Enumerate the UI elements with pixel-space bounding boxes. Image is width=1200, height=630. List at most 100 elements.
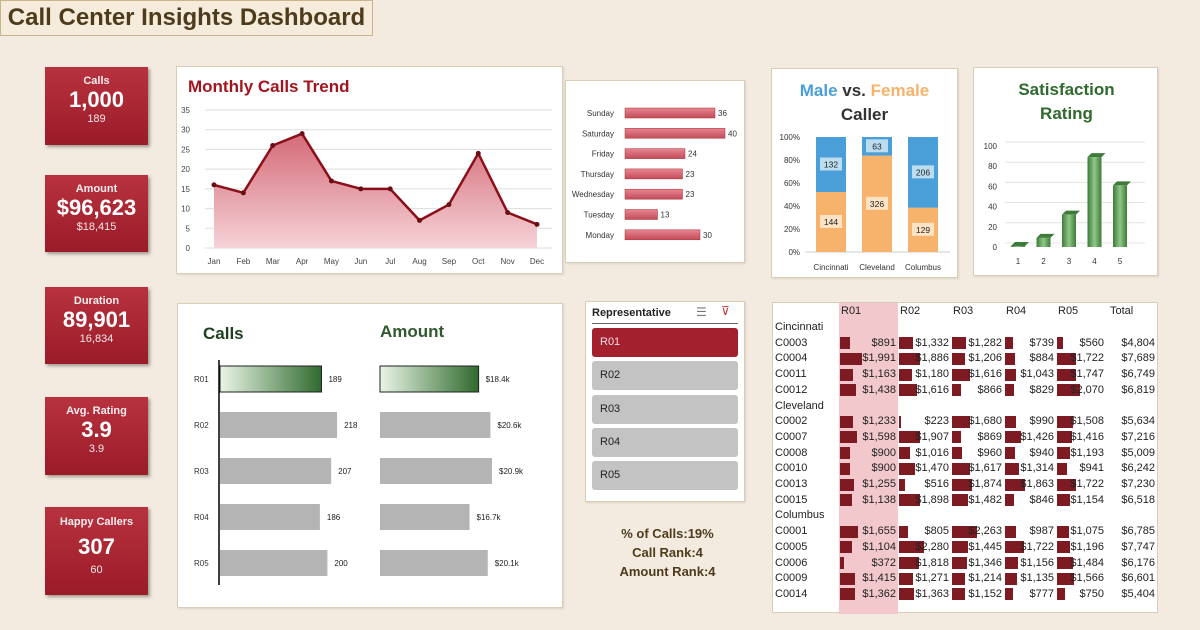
data-bar — [899, 462, 915, 475]
table-cell: $1,991 — [862, 352, 896, 365]
data-bar — [840, 368, 853, 381]
table-cell: $1,655 — [862, 525, 896, 538]
table-cell: $1,898 — [915, 493, 949, 506]
table-cell: $372 — [871, 556, 896, 569]
data-bar — [1005, 415, 1016, 428]
customer-row-label[interactable]: C0007 — [775, 430, 808, 443]
column-header[interactable]: R04 — [1006, 305, 1027, 317]
slicer-item-r05[interactable]: R05 — [592, 461, 738, 491]
table-cell: $1,863 — [1020, 478, 1054, 490]
column-header[interactable]: R05 — [1058, 305, 1079, 317]
title-vs: vs. — [837, 81, 871, 100]
customer-row-label[interactable]: C0001 — [775, 525, 808, 538]
column-header[interactable]: R03 — [953, 305, 974, 317]
customer-row-label[interactable]: C0015 — [775, 493, 808, 506]
data-bar — [1005, 588, 1014, 601]
table-cell: $1,907 — [915, 430, 949, 443]
data-bar — [899, 431, 920, 444]
table-cell: $1,363 — [915, 587, 949, 600]
data-bar — [840, 462, 850, 475]
data-bar — [1005, 384, 1014, 397]
table-cell: $1,196 — [1070, 540, 1104, 553]
slicer-item-r02[interactable]: R02 — [592, 361, 738, 391]
chart-title: Satisfaction Rating — [1018, 80, 1115, 123]
data-bar — [1005, 494, 1015, 507]
kpi-value: 1,000 — [68, 87, 125, 112]
data-bar — [952, 368, 970, 381]
data-bar — [840, 415, 854, 428]
customer-row-label[interactable]: C0011 — [775, 368, 807, 381]
slicer-item-r03[interactable]: R03 — [592, 394, 738, 424]
data-bar — [840, 557, 845, 569]
table-cell: $987 — [1029, 525, 1054, 538]
data-bar — [1057, 384, 1080, 397]
data-bar — [1057, 368, 1076, 381]
table-cell: $891 — [871, 336, 896, 349]
data-bar — [840, 572, 856, 585]
data-bar — [1057, 557, 1074, 569]
table-cell: $1,482 — [968, 493, 1002, 506]
representative-slicer: Representative ☰ ⊽ R01 R02 R03 R04 R05 — [585, 301, 745, 502]
customer-row-label[interactable]: C0003 — [775, 336, 808, 349]
data-bar — [1057, 572, 1075, 585]
customer-row-label[interactable]: C0014 — [775, 587, 808, 600]
table-cell: $1,722 — [1070, 352, 1104, 365]
weekday-panel — [565, 80, 745, 263]
data-bar — [952, 494, 969, 507]
table-cell: $1,075 — [1070, 525, 1104, 538]
table-cell: $960 — [977, 446, 1002, 459]
kpi-subvalue: 16,834 — [79, 333, 114, 345]
data-bar — [899, 384, 917, 397]
customer-row-label[interactable]: C0004 — [775, 352, 808, 365]
data-bar — [899, 478, 905, 491]
customer-row-label[interactable]: C0012 — [775, 383, 808, 396]
divider — [592, 323, 738, 324]
data-bar — [840, 588, 855, 601]
city-row-label[interactable]: Cincinnati — [775, 321, 824, 333]
data-bar — [1057, 415, 1074, 428]
table-cell: $1,193 — [1070, 446, 1104, 459]
customer-row-label[interactable]: C0009 — [775, 572, 808, 585]
table-cell: $1,484 — [1070, 556, 1104, 569]
title-caller: Caller — [840, 105, 889, 124]
city-row-label[interactable]: Cleveland — [775, 399, 824, 412]
data-bar — [899, 525, 908, 538]
table-cell: $1,154 — [1070, 493, 1104, 506]
slicer-item-r01[interactable]: R01 — [592, 328, 738, 357]
customer-row-label[interactable]: C0008 — [775, 446, 808, 459]
table-cell: $1,438 — [862, 383, 896, 396]
table-cell: $1,282 — [968, 336, 1002, 349]
slicer-title: Representative — [592, 307, 671, 319]
slicer-item-r04[interactable]: R04 — [592, 427, 738, 457]
multi-select-icon[interactable]: ☰ — [696, 305, 707, 319]
data-bar — [1057, 541, 1070, 554]
table-cell: $1,271 — [915, 572, 949, 585]
column-header[interactable]: R02 — [900, 305, 921, 317]
chart-title: Monthly Calls Trend — [188, 77, 350, 96]
table-cell: $6,242 — [1121, 462, 1155, 475]
column-header[interactable]: Total — [1110, 305, 1134, 317]
customer-row-label[interactable]: C0010 — [775, 462, 808, 475]
table-cell: $6,785 — [1121, 525, 1155, 538]
data-bar — [899, 415, 902, 428]
data-bar — [952, 557, 967, 569]
table-cell: $6,518 — [1121, 493, 1155, 506]
data-bar — [840, 337, 850, 350]
customer-row-label[interactable]: C0005 — [775, 540, 808, 553]
kpi-label: Happy Callers — [59, 516, 134, 528]
data-bar — [1057, 462, 1068, 475]
customer-row-label[interactable]: C0006 — [775, 556, 808, 569]
pivot-table: R01 R02 R03 R04 R05 Total Cincinnati C0003 $891 $… — [772, 302, 1158, 614]
table-cell: $1,416 — [1070, 430, 1104, 443]
customer-row-label[interactable]: C0002 — [775, 415, 808, 428]
customer-row-label[interactable]: C0013 — [775, 478, 808, 490]
kpi-label: Calls — [83, 75, 110, 87]
table-cell: $1,616 — [968, 368, 1002, 381]
title-female: Female — [870, 81, 930, 100]
clear-filter-icon[interactable]: ⊽ — [721, 304, 730, 318]
data-bar — [952, 572, 966, 585]
data-bar — [952, 384, 962, 397]
kpi-card-avg-rating: Avg. Rating 3.9 3.9 — [45, 397, 148, 475]
column-header[interactable]: R01 — [841, 305, 862, 317]
city-row-label[interactable]: Columbus — [775, 509, 825, 522]
